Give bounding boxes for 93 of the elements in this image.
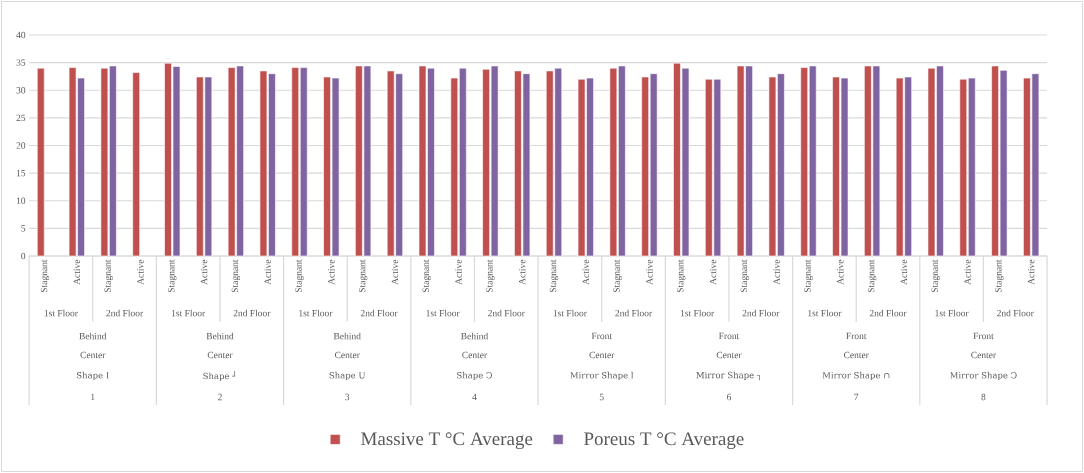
x-tick-label: Stagnant (231, 259, 241, 293)
text: 8 (981, 393, 986, 401)
x-tick-label: Stagnant (295, 259, 304, 293)
text: Center (843, 351, 869, 359)
text: Center (207, 351, 233, 359)
text: Center (80, 351, 106, 359)
x-tick-label: Stagnant (358, 259, 368, 293)
text: 2nd Floor (106, 309, 144, 317)
text: 5 (599, 393, 604, 401)
text: Mirror Shape Ↄ (950, 371, 1017, 381)
y-tick-label: 0 (21, 252, 26, 260)
text: Shape ┘ (203, 371, 236, 381)
text: Behind (79, 332, 107, 340)
x-tick-label: Stagnant (549, 259, 559, 293)
text: Front (973, 332, 994, 340)
text: 2nd Floor (233, 309, 271, 317)
y-tick-label: 5 (21, 225, 26, 232)
text: 2nd Floor (488, 309, 525, 317)
y-tick-label: 10 (16, 197, 26, 204)
text: 1st Floor (553, 309, 587, 317)
x-tick-label: Stagnant (422, 259, 431, 293)
x-tick-label: Stagnant (740, 259, 750, 293)
x-tick-label: Active (837, 259, 844, 285)
text: Mirror Shape ┐ (696, 371, 760, 381)
text: 1st Floor (935, 309, 969, 317)
bar (36, 67, 45, 257)
text: Center (462, 351, 488, 359)
text: 1st Floor (171, 309, 206, 317)
x-tick-label: Stagnant (804, 259, 813, 293)
bar (132, 72, 140, 257)
x-tick-label: Stagnant (995, 259, 1004, 293)
x-tick-label: Active (773, 259, 780, 285)
x-tick-label: Active (964, 259, 971, 285)
x-tick-label: Stagnant (867, 259, 877, 293)
x-tick-label: Stagnant (40, 259, 50, 293)
text: Shape Ↄ (457, 371, 492, 381)
x-tick-label: Stagnant (677, 259, 686, 293)
x-tick-label: Active (1027, 259, 1035, 285)
x-tick-label: Active (200, 259, 208, 285)
text: 2nd Floor (360, 309, 398, 317)
text: 2nd Floor (742, 309, 780, 317)
x-tick-label: Active (582, 259, 589, 285)
text: 2nd Floor (869, 309, 907, 317)
text: 4 (472, 393, 477, 401)
text: Behind (333, 332, 361, 340)
text: Center (971, 351, 997, 359)
text: 2nd Floor (997, 309, 1034, 317)
x-tick-label: Active (646, 259, 653, 285)
text: 1 (91, 393, 95, 401)
text: Center (334, 351, 360, 359)
x-tick-label: Active (518, 259, 526, 285)
x-tick-label: Active (73, 259, 81, 285)
text: 7 (854, 393, 859, 401)
y-tick-label: 25 (16, 114, 26, 122)
text: Mirror Shape ∩ (822, 371, 890, 381)
x-tick-label: Stagnant (168, 259, 177, 293)
text: Front (718, 332, 740, 340)
y-tick-label: 35 (16, 59, 26, 66)
text: Center (589, 351, 615, 359)
text: Behind (206, 332, 234, 340)
y-tick-label: 40 (16, 31, 26, 39)
x-tick-label: Active (900, 259, 908, 285)
x-tick-label: Stagnant (486, 259, 495, 293)
text: 6 (726, 393, 732, 401)
x-tick-label: Active (137, 259, 144, 285)
text: Mirror Shape l (570, 371, 634, 381)
text: 3 (345, 393, 350, 401)
text: 2 (218, 393, 222, 401)
x-tick-label: Stagnant (613, 259, 622, 293)
x-tick-label: Active (709, 259, 717, 285)
text: Shape I (77, 371, 109, 381)
text: 1st Floor (44, 309, 78, 317)
text: 1st Floor (299, 309, 333, 317)
x-tick-label: Active (328, 259, 335, 285)
text: 1st Floor (808, 309, 842, 317)
text: 1st Floor (680, 309, 715, 317)
y-tick-label: 30 (16, 87, 26, 94)
text: Front (591, 332, 612, 340)
text: Center (716, 351, 742, 359)
x-tick-label: Active (455, 259, 462, 285)
x-tick-label: Active (391, 259, 399, 285)
text: Shape U (329, 371, 366, 381)
y-tick-label: 15 (16, 169, 26, 177)
y-tick-label: 20 (16, 142, 26, 149)
legend-label: Massive T °C Average (361, 432, 533, 450)
x-tick-label: Stagnant (931, 259, 940, 293)
text: Behind (461, 332, 489, 340)
x-tick-label: Active (264, 259, 271, 285)
text: Front (846, 332, 867, 340)
x-tick-label: Stagnant (104, 259, 113, 293)
legend-label: Poreus T °C Average (584, 432, 744, 450)
text: 2nd Floor (615, 309, 653, 317)
text: 1st Floor (426, 309, 460, 317)
